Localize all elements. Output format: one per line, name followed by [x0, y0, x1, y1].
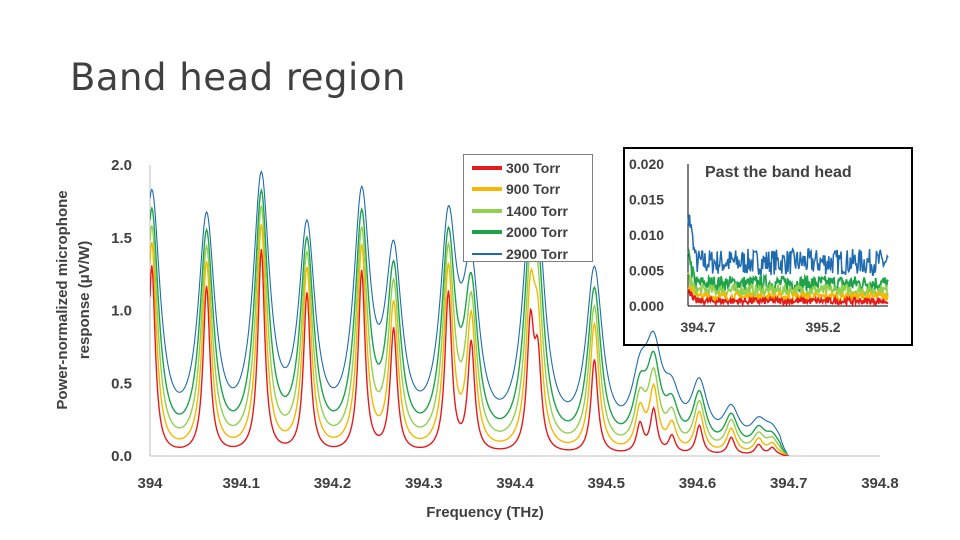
x-tick-label: 394.8 [861, 475, 899, 492]
legend-item: 2900 Torr [472, 243, 592, 265]
legend-label: 900 Torr [506, 181, 561, 198]
inset-x-tick-label: 394.7 [680, 319, 715, 335]
legend-swatch [472, 252, 502, 255]
inset-title: Past the band head [705, 164, 852, 181]
series-line-1400-torr [150, 205, 790, 456]
x-tick-label: 394.6 [679, 475, 717, 492]
x-tick-label: 394.4 [496, 475, 534, 492]
inset-series-line-900-torr [687, 284, 889, 305]
y-tick-label: 2.0 [111, 157, 132, 174]
inset-series-line-300-torr [687, 288, 889, 308]
inset-y-tick-label: 0.005 [629, 263, 664, 279]
x-tick-label: 394.5 [587, 475, 625, 492]
x-tick-label: 394.2 [314, 475, 352, 492]
legend-swatch [472, 165, 502, 170]
legend-label: 2900 Torr [506, 245, 568, 262]
legend-label: 2000 Torr [506, 224, 568, 241]
inset-series-line-2900-torr [687, 214, 889, 276]
y-tick-label: 1.0 [111, 303, 132, 320]
y-axis-label-line2: response (μV/W) [76, 241, 93, 359]
legend-swatch [472, 230, 502, 235]
inset-y-tick-label: 0.010 [629, 227, 664, 243]
y-tick-label: 0.0 [111, 448, 132, 465]
series-line-300-torr [150, 249, 789, 456]
y-axis-label: Power-normalized microphone [54, 190, 71, 409]
inset-chart: 0.000 0.005 0.010 0.015 0.020 394.7 395.2 Past … [629, 156, 889, 335]
series-line-900-torr [150, 224, 789, 456]
legend-item: 1400 Torr [472, 200, 592, 222]
x-tick-label: 394.3 [405, 475, 443, 492]
inset-series-line-2000-torr [687, 248, 889, 294]
x-tick-label: 394.7 [770, 475, 808, 492]
inset-x-tick-label: 395.2 [805, 319, 840, 335]
inset-y-tick-label: 0.000 [629, 298, 664, 314]
legend-item: 300 Torr [472, 157, 592, 179]
page-title: Band head region [70, 56, 406, 99]
inset-y-tick-label: 0.015 [629, 192, 664, 208]
legend-swatch [472, 208, 502, 213]
legend-label: 300 Torr [506, 159, 561, 176]
chart-legend: 300 Torr 900 Torr 1400 Torr 2000 Torr 2900 T… [463, 154, 593, 262]
legend-item: 900 Torr [472, 179, 592, 201]
legend-swatch [472, 187, 502, 192]
y-tick-label: 1.5 [111, 230, 132, 247]
x-tick-label: 394 [137, 475, 163, 492]
legend-item: 2000 Torr [472, 222, 592, 244]
y-tick-label: 0.5 [111, 375, 132, 392]
x-axis-label: Frequency (THz) [426, 504, 544, 521]
series-line-2000-torr [150, 187, 790, 456]
legend-label: 1400 Torr [506, 202, 568, 219]
x-tick-label: 394.1 [222, 475, 260, 492]
inset-y-tick-label: 0.020 [629, 156, 664, 172]
